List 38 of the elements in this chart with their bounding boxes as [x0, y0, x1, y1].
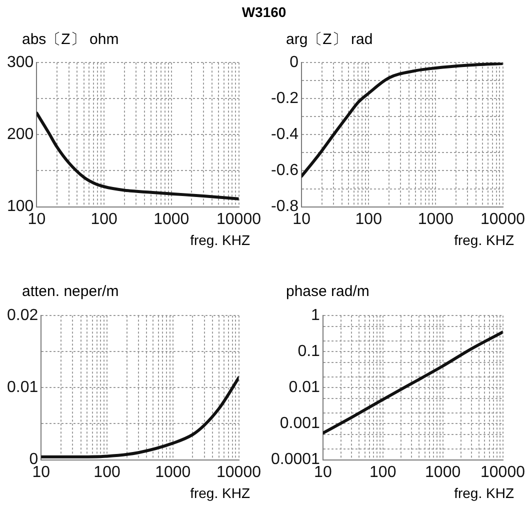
x-tick-label: 10000	[216, 210, 262, 228]
y-tick-label: 0.01	[288, 379, 320, 396]
chart-title: W3160	[240, 4, 288, 20]
y-tick-label: -0.4	[270, 126, 299, 144]
x-tick-label: 10000	[480, 464, 526, 481]
x-tick-label: 10	[292, 210, 311, 228]
y-axis-title: abs〔Z〕 ohm	[22, 30, 119, 49]
y-tick-label: 0	[290, 54, 299, 72]
x-axis-title: freg. KHZ	[190, 485, 250, 501]
y-axis-title: phase rad/m	[286, 283, 370, 300]
x-tick-label: 100	[370, 464, 396, 481]
x-tick-label: 10	[32, 464, 50, 481]
y-axis-title: atten. neper/m	[22, 283, 119, 300]
y-tick-label: 0.001	[280, 415, 320, 432]
x-tick-label: 10000	[480, 210, 526, 228]
y-tick-label: -0.2	[270, 90, 299, 108]
x-tick-label: 10	[314, 464, 332, 481]
y-tick-label: -0.6	[270, 162, 299, 180]
x-tick-label: 100	[355, 210, 382, 228]
x-tick-label: 1000	[155, 464, 191, 481]
y-tick-label: 200	[6, 126, 34, 144]
x-axis-title: freg. KHZ	[190, 232, 250, 248]
x-tick-label: 10	[28, 210, 46, 228]
x-tick-label: 100	[94, 464, 120, 481]
y-tick-label: 0.1	[298, 343, 320, 360]
x-tick-label: 1000	[425, 464, 461, 481]
x-tick-label: 1000	[418, 210, 454, 228]
x-tick-label: 10000	[216, 464, 262, 481]
x-axis-title: freg. KHZ	[454, 232, 514, 248]
line-series	[322, 330, 503, 435]
x-axis-title: freg. KHZ	[454, 485, 514, 501]
y-tick-label: 300	[6, 54, 34, 72]
y-tick-label: 1	[311, 307, 320, 324]
x-tick-label: 1000	[154, 210, 190, 228]
y-axis-title: arg〔Z〕 rad	[286, 30, 373, 49]
y-tick-label: 0.02	[7, 307, 38, 324]
x-tick-label: 100	[90, 210, 118, 228]
y-tick-label: 0.01	[7, 379, 38, 396]
